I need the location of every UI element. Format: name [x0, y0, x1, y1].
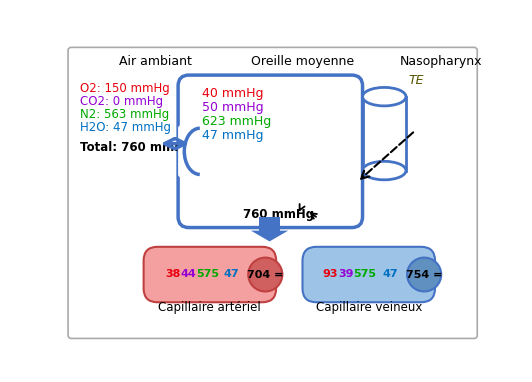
FancyBboxPatch shape: [303, 247, 435, 302]
Text: Capillaire veineux: Capillaire veineux: [315, 301, 422, 314]
Text: Nasopharynx: Nasopharynx: [400, 55, 482, 68]
FancyBboxPatch shape: [178, 125, 206, 178]
Text: 575: 575: [196, 269, 219, 279]
Text: Total: 760 mmHg =: Total: 760 mmHg =: [80, 141, 207, 154]
FancyBboxPatch shape: [178, 75, 362, 228]
Polygon shape: [251, 231, 288, 241]
Text: 47 mmHg: 47 mmHg: [202, 129, 264, 142]
Text: Air ambiant: Air ambiant: [119, 55, 192, 68]
Text: Capillaire artériel: Capillaire artériel: [159, 301, 261, 314]
Text: O2: 150 mmHg: O2: 150 mmHg: [80, 82, 170, 95]
Text: 47: 47: [383, 269, 398, 279]
Text: 47: 47: [223, 269, 239, 279]
Bar: [362, 97, 406, 171]
Text: CO2: 0 mmHg: CO2: 0 mmHg: [80, 95, 163, 108]
Text: 754 =: 754 =: [406, 270, 442, 280]
Text: 704 =: 704 =: [247, 270, 284, 280]
Text: 93: 93: [322, 269, 338, 279]
Text: 50 mmHg: 50 mmHg: [202, 101, 264, 114]
Text: 39: 39: [338, 269, 354, 279]
Text: 623 mmHg: 623 mmHg: [202, 115, 271, 128]
Text: 38: 38: [165, 269, 181, 279]
Text: TE: TE: [408, 74, 424, 87]
Ellipse shape: [362, 161, 406, 180]
Text: 44: 44: [181, 269, 196, 279]
Text: 575: 575: [354, 269, 377, 279]
Text: Oreille moyenne: Oreille moyenne: [251, 55, 354, 68]
FancyBboxPatch shape: [68, 47, 477, 338]
FancyBboxPatch shape: [144, 247, 276, 302]
Text: 40 mmHg: 40 mmHg: [202, 87, 264, 100]
Ellipse shape: [407, 257, 441, 291]
Polygon shape: [259, 217, 280, 231]
Ellipse shape: [248, 257, 282, 291]
Text: 760 mmHg: 760 mmHg: [243, 207, 314, 220]
Text: N2: 563 mmHg: N2: 563 mmHg: [80, 108, 170, 121]
Ellipse shape: [362, 87, 406, 106]
Text: H2O: 47 mmHg: H2O: 47 mmHg: [80, 121, 171, 134]
